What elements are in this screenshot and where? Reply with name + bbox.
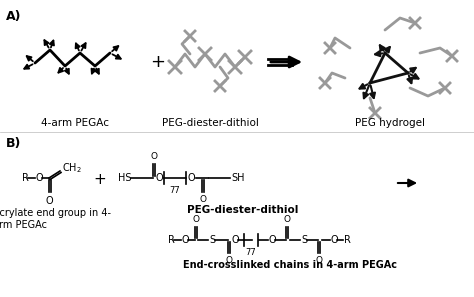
Text: S: S xyxy=(209,235,215,245)
Text: O: O xyxy=(188,173,196,183)
Text: R: R xyxy=(22,173,29,183)
Text: O: O xyxy=(151,152,157,161)
Text: O: O xyxy=(283,215,291,224)
Text: HS: HS xyxy=(118,173,131,183)
Text: Acrylate end group in 4-
arm PEGAc: Acrylate end group in 4- arm PEGAc xyxy=(0,208,111,230)
Text: O: O xyxy=(182,235,190,245)
Text: O: O xyxy=(331,235,338,245)
Text: PEG-diester-dithiol: PEG-diester-dithiol xyxy=(187,205,299,215)
Text: +: + xyxy=(94,173,106,187)
Text: PEG hydrogel: PEG hydrogel xyxy=(355,118,425,128)
Text: O: O xyxy=(232,235,240,245)
Text: B): B) xyxy=(6,137,21,150)
Text: PEG-diester-dithiol: PEG-diester-dithiol xyxy=(162,118,258,128)
Text: 77: 77 xyxy=(246,248,256,257)
Text: O: O xyxy=(45,196,53,206)
Text: S: S xyxy=(301,235,307,245)
Text: End-crosslinked chains in 4-arm PEGAc: End-crosslinked chains in 4-arm PEGAc xyxy=(183,260,397,270)
Text: R: R xyxy=(168,235,175,245)
Text: O: O xyxy=(36,173,44,183)
Text: 4-arm PEGAc: 4-arm PEGAc xyxy=(41,118,109,128)
Text: CH$_2$: CH$_2$ xyxy=(62,161,82,175)
Text: O: O xyxy=(269,235,277,245)
Text: O: O xyxy=(156,173,164,183)
Text: O: O xyxy=(316,256,322,265)
Text: R: R xyxy=(344,235,351,245)
Text: SH: SH xyxy=(231,173,245,183)
Text: O: O xyxy=(200,195,207,204)
Text: O: O xyxy=(226,256,233,265)
Text: +: + xyxy=(151,53,165,71)
Text: 77: 77 xyxy=(170,186,181,195)
Text: A): A) xyxy=(6,10,21,23)
Text: O: O xyxy=(192,215,200,224)
